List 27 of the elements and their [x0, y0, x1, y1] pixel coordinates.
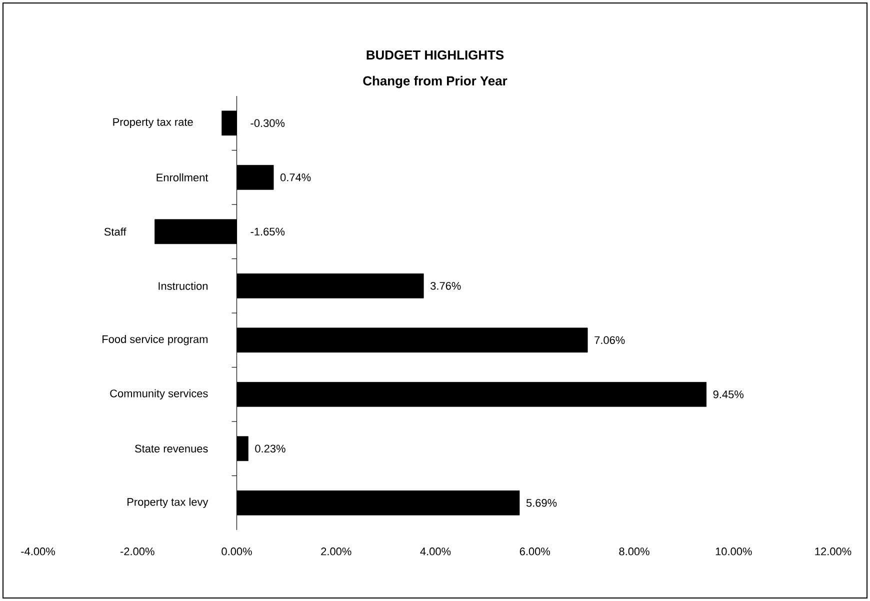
- y-tick-label: Enrollment: [156, 173, 208, 182]
- data-label: 0.74%: [280, 174, 311, 182]
- y-tick-label: State revenues: [135, 444, 208, 453]
- x-tick-label: 12.00%: [815, 548, 852, 556]
- y-tick-label: Community services: [110, 389, 208, 400]
- x-tick-label: 10.00%: [716, 548, 752, 556]
- x-tick-label: 8.00%: [619, 548, 650, 556]
- x-tick-label: 2.00%: [321, 548, 352, 556]
- x-tick-label: 4.00%: [420, 548, 451, 556]
- y-tick-label: Staff: [104, 228, 126, 236]
- data-label: 9.45%: [713, 390, 744, 398]
- data-label: -0.30%: [250, 119, 285, 128]
- x-tick-label: 6.00%: [520, 548, 550, 556]
- y-tick-label: Food service program: [102, 335, 208, 346]
- y-tick-label: Property tax levy: [128, 498, 208, 508]
- x-tick-label: 0.00%: [222, 548, 252, 556]
- x-tick-label: -2.00%: [120, 548, 154, 556]
- y-tick-label: Instruction: [158, 282, 208, 290]
- y-tick-label: Property tax rate: [113, 118, 193, 128]
- data-label: 3.76%: [430, 282, 461, 290]
- data-label: 5.69%: [526, 499, 557, 507]
- data-label: 7.06%: [594, 336, 625, 344]
- chart-title: BUDGET HIGHLIGHTS: [366, 50, 504, 60]
- data-label: -1.65%: [250, 228, 285, 236]
- x-tick-label: -4.00%: [21, 548, 55, 556]
- chart-subtitle: Change from Prior Year: [363, 76, 508, 88]
- data-label: 0.23%: [255, 444, 286, 453]
